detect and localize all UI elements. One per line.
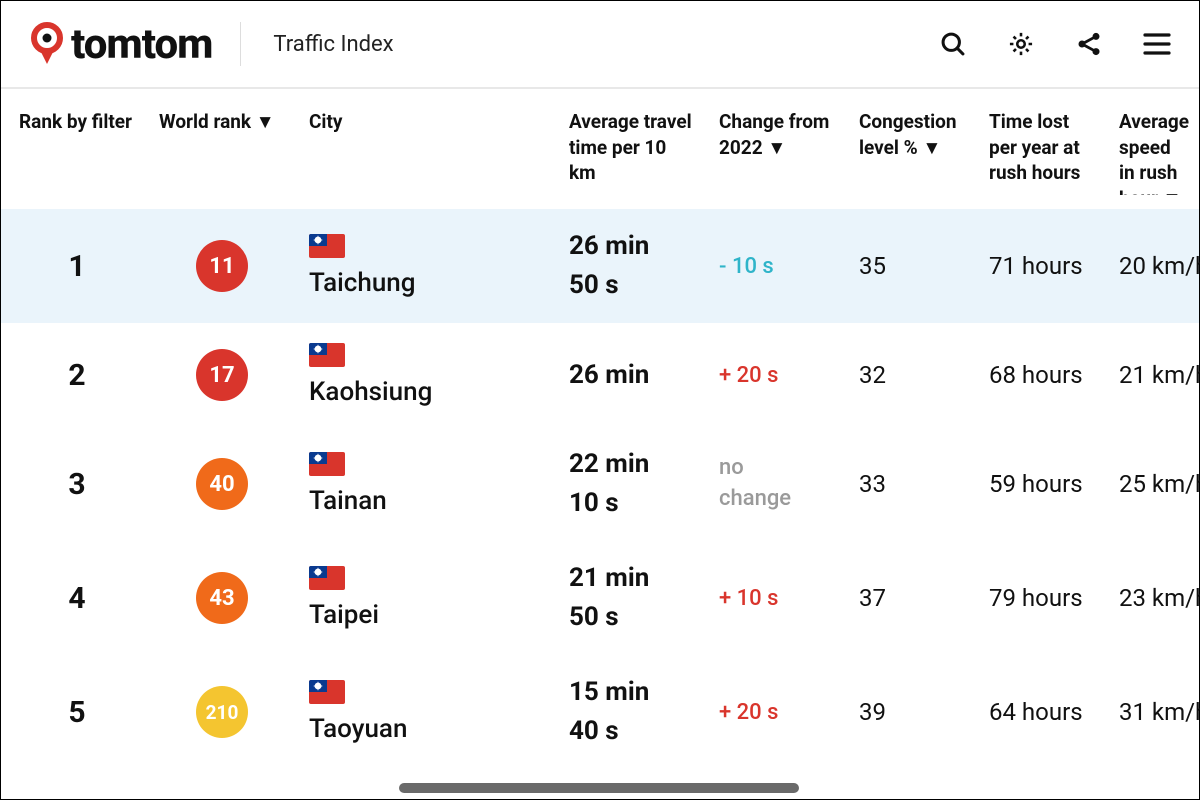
avg-travel-time: 21 min50 s — [551, 559, 701, 637]
flag-icon — [309, 566, 345, 590]
city-name: Tainan — [309, 486, 545, 516]
avg-travel-time: 26 min50 s — [551, 227, 701, 305]
brand-logo[interactable]: tomtom — [29, 20, 212, 69]
congestion-level: 37 — [859, 584, 886, 612]
flag-icon — [309, 680, 345, 704]
gear-icon[interactable] — [1007, 30, 1035, 58]
col-world-rank[interactable]: World rank ▼ — [141, 109, 291, 135]
page-title[interactable]: Traffic Index — [273, 32, 393, 57]
table-row[interactable]: 2 17 Kaohsiung 26 min + 20 s 32 68 hours… — [1, 323, 1199, 427]
map-pin-icon — [29, 22, 65, 66]
change-from-2022: + 20 s — [719, 363, 778, 388]
congestion-level: 35 — [859, 252, 886, 280]
time-lost: 79 hours — [989, 584, 1083, 612]
congestion-level: 33 — [859, 470, 886, 498]
time-lost: 64 hours — [989, 698, 1083, 726]
city-name: Taoyuan — [309, 714, 545, 744]
table-row[interactable]: 1 11 Taichung 26 min50 s - 10 s 35 71 ho… — [1, 209, 1199, 323]
divider — [240, 22, 241, 66]
horizontal-scrollbar[interactable] — [399, 783, 799, 793]
avg-speed: 20 km/h — [1119, 252, 1200, 280]
city-name: Taipei — [309, 600, 545, 630]
world-rank-badge: 210 — [196, 686, 248, 738]
rank-by-filter-value: 2 — [68, 358, 85, 393]
change-from-2022: + 10 s — [719, 586, 778, 611]
avg-speed: 23 km/h — [1119, 584, 1200, 612]
flag-icon — [309, 234, 345, 258]
avg-speed: 31 km/h — [1119, 698, 1200, 726]
col-avg-speed[interactable]: Average speed in rush hour ▼ — [1101, 109, 1193, 195]
table-row[interactable]: 4 43 Taipei 21 min50 s + 10 s 37 79 hour… — [1, 541, 1199, 655]
time-lost: 59 hours — [989, 470, 1083, 498]
world-rank-badge: 40 — [196, 458, 248, 510]
table-row[interactable]: 3 40 Tainan 22 min10 s nochange 33 59 ho… — [1, 427, 1199, 541]
flag-icon — [309, 452, 345, 476]
rank-by-filter-value: 5 — [68, 695, 85, 730]
rank-by-filter-value: 3 — [68, 467, 85, 502]
hamburger-menu-icon[interactable] — [1143, 30, 1171, 58]
change-from-2022: + 20 s — [719, 700, 778, 725]
header-actions — [939, 30, 1171, 58]
col-change[interactable]: Change from 2022 ▼ — [701, 109, 841, 160]
city-name: Taichung — [309, 268, 545, 298]
avg-travel-time: 22 min10 s — [551, 445, 701, 523]
world-rank-badge: 43 — [196, 572, 248, 624]
congestion-level: 39 — [859, 698, 886, 726]
rank-by-filter-value: 4 — [68, 581, 85, 616]
change-from-2022: - 10 s — [719, 254, 774, 279]
avg-speed: 25 km/h — [1119, 470, 1200, 498]
time-lost: 68 hours — [989, 361, 1083, 389]
city-name: Kaohsiung — [309, 377, 545, 407]
world-rank-badge: 17 — [196, 349, 248, 401]
col-rank-by-filter[interactable]: Rank by filter — [1, 109, 141, 135]
traffic-table: Rank by filter World rank ▼ City Average… — [1, 89, 1199, 769]
share-icon[interactable] — [1075, 30, 1103, 58]
time-lost: 71 hours — [989, 252, 1083, 280]
avg-speed: 21 km/h — [1119, 361, 1200, 389]
col-time-lost[interactable]: Time lost per year at rush hours — [971, 109, 1101, 186]
congestion-level: 32 — [859, 361, 886, 389]
avg-travel-time: 26 min — [551, 356, 701, 395]
col-city[interactable]: City — [291, 109, 551, 135]
avg-travel-time: 15 min40 s — [551, 673, 701, 751]
table-header-row: Rank by filter World rank ▼ City Average… — [1, 89, 1199, 209]
world-rank-badge: 11 — [196, 240, 248, 292]
brand-name: tomtom — [71, 20, 212, 69]
table-row[interactable]: 5 210 Taoyuan 15 min40 s + 20 s 39 64 ho… — [1, 655, 1199, 769]
header-bar: tomtom Traffic Index — [1, 1, 1199, 89]
change-from-2022: nochange — [719, 455, 791, 511]
flag-icon — [309, 343, 345, 367]
rank-by-filter-value: 1 — [68, 249, 85, 284]
search-icon[interactable] — [939, 30, 967, 58]
col-congestion[interactable]: Congestion level % ▼ — [841, 109, 971, 160]
col-avg-travel-time[interactable]: Average travel time per 10 km — [551, 109, 701, 186]
